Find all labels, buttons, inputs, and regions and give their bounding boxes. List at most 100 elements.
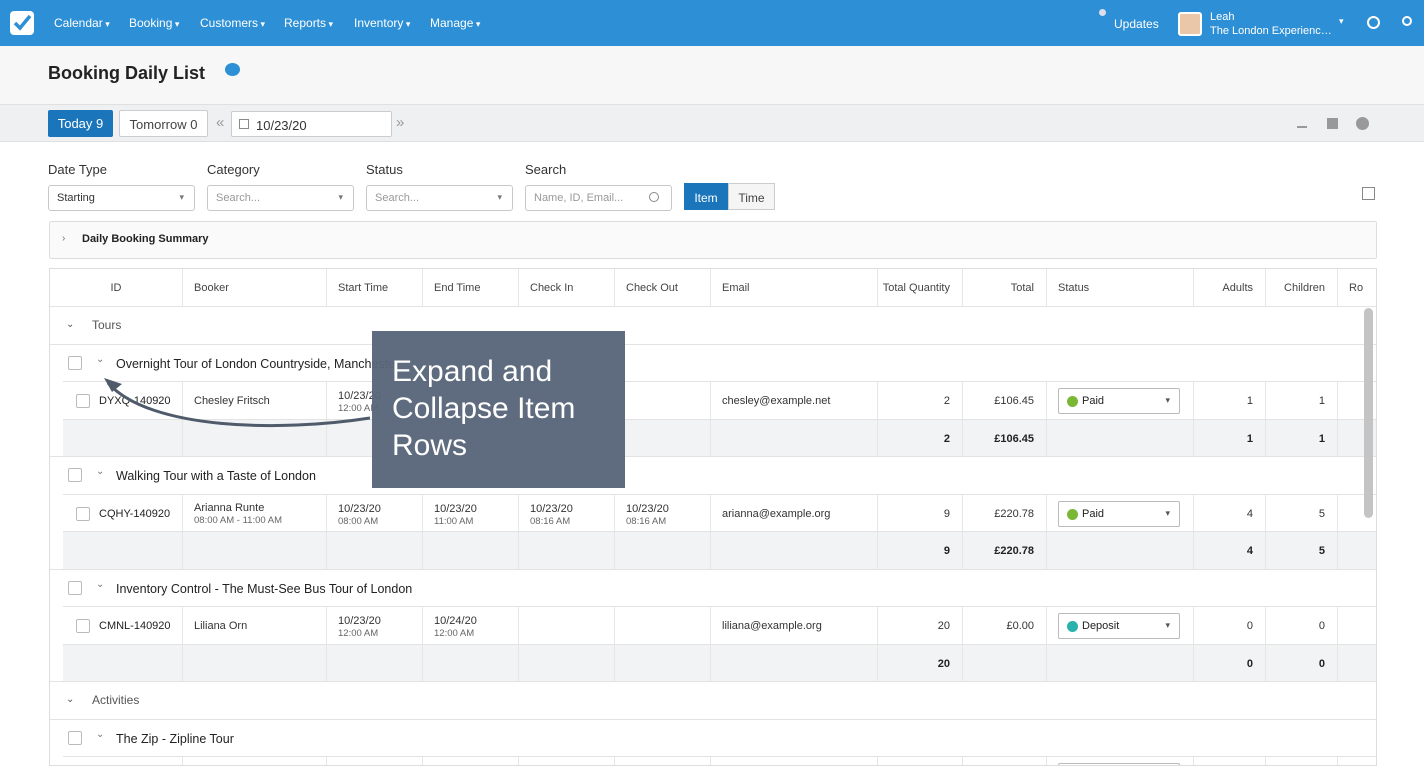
logo[interactable] — [10, 11, 34, 35]
item-title: Walking Tour with a Taste of London — [116, 469, 316, 483]
next-arrow[interactable]: » — [396, 114, 405, 131]
cell: 1 — [1246, 433, 1253, 445]
cell: 10/23/20 — [338, 615, 381, 627]
booking-checkbox[interactable] — [76, 507, 90, 521]
user-name[interactable]: Leah — [1210, 11, 1235, 23]
date-input[interactable]: 10/23/20 — [231, 111, 392, 137]
callout-text: Expand and Collapse Item Rows — [392, 355, 576, 462]
group-name: Activities — [92, 693, 140, 707]
col-line — [326, 757, 327, 765]
globe-icon[interactable] — [1367, 16, 1380, 29]
view-toggle[interactable]: Item — [684, 183, 728, 210]
status-dropdown[interactable]: Paid ▾ — [1058, 388, 1180, 414]
item-checkbox[interactable] — [68, 580, 82, 595]
download-icon[interactable] — [1297, 118, 1307, 128]
item-checkbox[interactable] — [68, 468, 82, 482]
cell: 4 — [1246, 508, 1253, 520]
col-line — [1046, 757, 1047, 765]
col-line — [326, 382, 327, 419]
status-caret: ▾ — [1165, 395, 1170, 405]
col-line — [962, 269, 963, 307]
group-caret[interactable]: ⌄ — [66, 319, 75, 330]
filter-input[interactable]: Search... ▾ — [366, 185, 513, 211]
col-line — [1337, 420, 1338, 457]
col-line — [1265, 269, 1266, 307]
col-line — [1265, 645, 1266, 682]
summary-box[interactable]: › Daily Booking Summary — [49, 221, 1377, 259]
column-header: Booker — [194, 282, 229, 294]
nav-item[interactable]: Inventory — [354, 16, 410, 30]
col-line — [962, 532, 963, 569]
filter-text: Name, ID, Email... — [534, 192, 624, 204]
status-dropdown[interactable] — [1058, 763, 1180, 765]
chat-icon[interactable] — [225, 63, 240, 76]
top-nav: Updates Leah The London Experienc… ▾ Cal… — [0, 0, 1424, 46]
col-line — [614, 607, 615, 644]
row-line — [50, 456, 1376, 457]
col-line — [962, 607, 963, 644]
search-icon[interactable] — [1402, 16, 1412, 26]
filter-label: Date Type — [48, 162, 108, 177]
column-header: Check In — [530, 282, 574, 294]
item-caret[interactable]: ⌄ — [96, 466, 105, 477]
item-caret[interactable]: ⌄ — [96, 353, 105, 365]
col-line — [710, 269, 711, 307]
col-line — [710, 757, 711, 765]
prev-arrow[interactable]: « — [216, 114, 225, 131]
filter-input[interactable]: Search... ▾ — [207, 185, 354, 211]
group-name: Tours — [92, 318, 122, 332]
nav-item[interactable]: Reports — [284, 16, 333, 30]
cell: 10/24/20 — [434, 615, 477, 627]
filter-input[interactable]: Starting ▾ — [48, 185, 195, 211]
today-button[interactable]: Today 9 — [48, 110, 113, 137]
cell: 0 — [1318, 620, 1325, 632]
help-icon[interactable] — [1356, 117, 1369, 130]
columns-icon[interactable] — [1362, 187, 1375, 200]
booking-id: CQHY-140920 — [99, 508, 171, 520]
book-icon[interactable] — [1327, 118, 1338, 129]
col-line — [1337, 382, 1338, 419]
item-caret[interactable]: ⌄ — [96, 578, 105, 590]
item-caret[interactable]: ⌄ — [96, 728, 105, 740]
booking-checkbox[interactable] — [76, 394, 90, 408]
tomorrow-button[interactable]: Tomorrow 0 — [119, 110, 208, 137]
item-checkbox[interactable] — [68, 355, 82, 370]
cell: 20 — [937, 620, 950, 632]
cell: 08:00 AM - 11:00 AM — [194, 515, 283, 526]
col-line — [1193, 382, 1194, 419]
nav-item[interactable]: Booking — [129, 16, 179, 30]
user-company[interactable]: The London Experienc… — [1210, 25, 1332, 37]
view-toggle[interactable]: Time — [728, 183, 775, 210]
column-header: Status — [1058, 282, 1090, 294]
subtotal-row — [63, 420, 1376, 457]
cell: 12:00 AM — [338, 628, 379, 639]
col-line — [182, 495, 183, 532]
cell: 1 — [1318, 433, 1325, 445]
status-dropdown[interactable]: Paid ▾ — [1058, 501, 1180, 527]
col-line — [1265, 495, 1266, 532]
status-dropdown[interactable]: Deposit ▾ — [1058, 613, 1180, 639]
filter-input[interactable]: Name, ID, Email... — [525, 185, 672, 211]
user-caret[interactable]: ▾ — [1339, 16, 1344, 26]
item-checkbox[interactable] — [68, 730, 82, 745]
group-caret[interactable]: ⌄ — [66, 694, 75, 705]
col-line — [1046, 269, 1047, 307]
avatar[interactable] — [1178, 12, 1202, 36]
row-line — [50, 344, 1376, 345]
status-dot — [1067, 396, 1078, 407]
nav-item[interactable]: Calendar — [54, 16, 110, 30]
subtotal-row — [63, 532, 1376, 569]
row-line — [63, 494, 1376, 495]
col-line — [1265, 607, 1266, 644]
nav-item[interactable]: Manage — [430, 16, 480, 30]
updates[interactable]: Updates — [1114, 17, 1159, 31]
col-line — [1265, 532, 1266, 569]
nav-item[interactable]: Customers — [200, 16, 265, 30]
search-icon — [649, 192, 659, 202]
booking-checkbox[interactable] — [76, 619, 90, 633]
cell: 11:00 AM — [434, 516, 474, 527]
row-line — [63, 756, 1376, 757]
booking-table: ID Booker Start Time End Time Check In Check … — [49, 268, 1377, 766]
filter-text: Search... — [216, 192, 261, 204]
